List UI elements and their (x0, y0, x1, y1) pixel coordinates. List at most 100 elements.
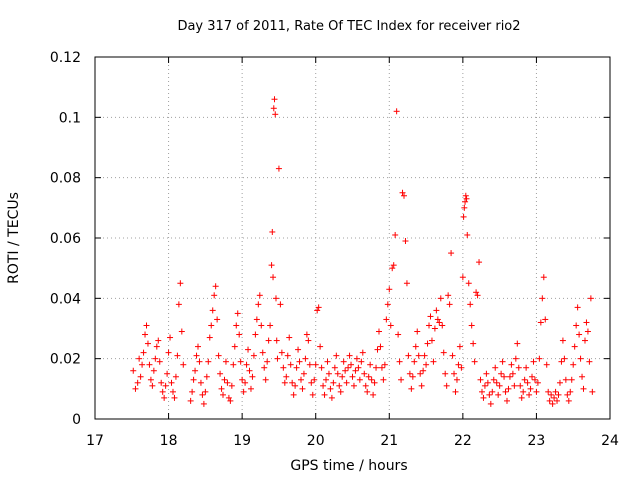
data-point (195, 343, 201, 350)
data-point (220, 391, 227, 398)
data-point (295, 346, 302, 353)
data-point (420, 367, 427, 374)
data-point (455, 361, 462, 368)
data-point (348, 361, 355, 368)
data-point (177, 280, 184, 287)
data-point (440, 349, 447, 356)
data-point (267, 322, 274, 329)
data-point (143, 322, 150, 329)
data-point (334, 370, 341, 377)
data-point (462, 198, 469, 205)
data-point (499, 358, 506, 365)
data-point (272, 295, 279, 302)
data-point (190, 376, 197, 383)
data-point (521, 376, 528, 383)
data-point (146, 361, 153, 368)
data-point (427, 313, 434, 320)
data-point (270, 105, 277, 112)
data-point (405, 352, 412, 359)
data-point (396, 358, 403, 365)
data-point (514, 340, 521, 347)
data-point (293, 364, 300, 371)
y-tick-label: 0 (72, 412, 81, 428)
y-tick-labels: 0 0.02 0.04 0.06 0.08 0.1 0.12 (50, 50, 81, 428)
x-tick-label: 17 (86, 433, 104, 449)
data-point (273, 337, 280, 344)
data-point (527, 385, 534, 392)
data-point (465, 280, 472, 287)
data-point (233, 322, 240, 329)
data-point (321, 391, 328, 398)
y-tick-label: 0.1 (59, 110, 81, 126)
data-point (265, 337, 272, 344)
data-point (529, 373, 536, 380)
data-point (580, 385, 587, 392)
data-point (381, 361, 388, 368)
data-point (355, 364, 362, 371)
data-point (383, 316, 390, 323)
data-point (537, 319, 544, 326)
data-point (289, 379, 296, 386)
data-point (156, 358, 163, 365)
data-point (392, 231, 399, 238)
data-point (411, 358, 418, 365)
x-tick-label: 22 (454, 433, 472, 449)
data-point (325, 370, 332, 377)
data-point (218, 385, 225, 392)
data-point (228, 382, 235, 389)
data-point (359, 349, 366, 356)
data-point (565, 397, 572, 404)
data-point (567, 388, 574, 395)
data-point (153, 343, 160, 350)
data-point (315, 304, 322, 311)
data-point (589, 388, 596, 395)
data-point (175, 301, 182, 308)
data-point (296, 358, 303, 365)
data-point (530, 358, 537, 365)
data-point (215, 352, 222, 359)
data-point (368, 376, 375, 383)
x-tick-labels: 17 18 19 20 21 22 23 24 (86, 433, 619, 449)
data-point (272, 111, 279, 118)
data-point (306, 361, 313, 368)
data-point (584, 328, 591, 335)
data-point (504, 397, 510, 404)
data-point (258, 322, 265, 329)
data-point (483, 370, 490, 377)
data-point (573, 322, 580, 329)
data-point (280, 364, 287, 371)
data-point (253, 316, 260, 323)
data-point (214, 316, 221, 323)
data-point (512, 355, 519, 362)
data-point (477, 376, 484, 383)
data-point (324, 358, 331, 365)
data-point (367, 361, 374, 368)
data-point (430, 358, 437, 365)
data-point (484, 379, 491, 386)
data-point (340, 358, 347, 365)
data-point (401, 192, 407, 199)
data-point (312, 361, 319, 368)
data-point (389, 265, 396, 272)
data-point (556, 379, 563, 386)
data-point (196, 358, 203, 365)
data-point (167, 334, 174, 341)
data-point (399, 189, 406, 196)
data-point (467, 301, 474, 308)
data-point (309, 391, 316, 398)
data-point (352, 367, 359, 374)
data-point (134, 379, 141, 386)
data-point (403, 280, 410, 287)
data-point (431, 325, 438, 332)
data-point (518, 394, 525, 401)
data-point (333, 352, 340, 359)
data-point (451, 370, 458, 377)
x-tick-label: 21 (380, 433, 398, 449)
data-point (247, 385, 254, 392)
data-point (492, 364, 499, 371)
data-point (140, 349, 147, 356)
data-point (543, 361, 550, 368)
data-point (495, 391, 502, 398)
data-point (474, 292, 481, 299)
data-point (275, 165, 282, 172)
